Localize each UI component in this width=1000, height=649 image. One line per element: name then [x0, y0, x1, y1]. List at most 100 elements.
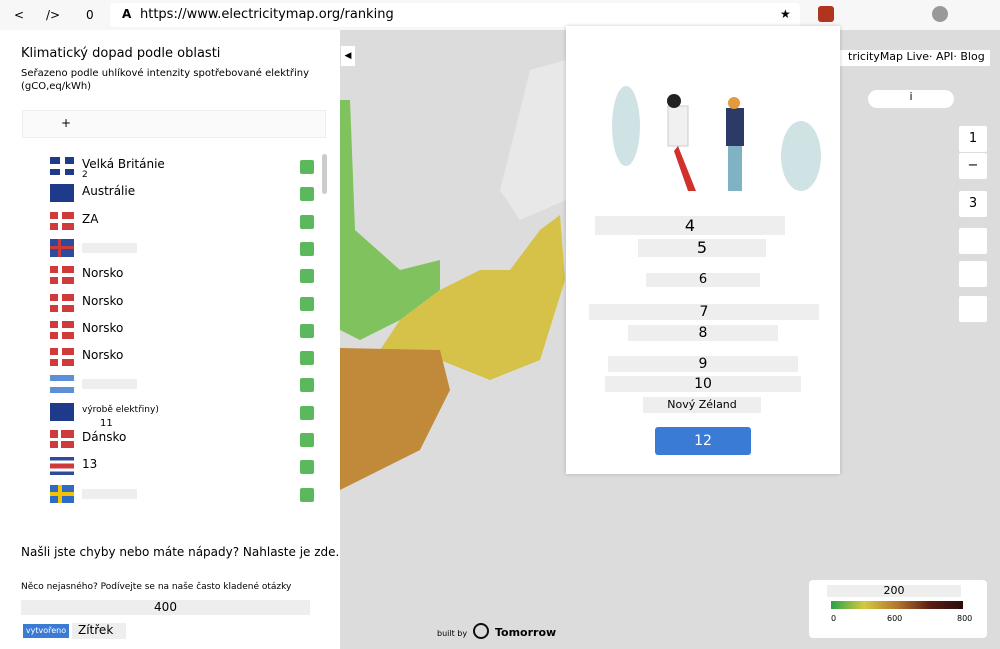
intensity-square — [300, 378, 314, 393]
region-yellow — [380, 215, 565, 380]
map-control[interactable]: 1 — [958, 125, 988, 153]
ranking-row[interactable]: Norsko — [0, 293, 320, 321]
url-box[interactable]: A https://www.electricitymap.org/ranking… — [110, 3, 800, 27]
country-name: Norsko — [82, 320, 124, 335]
region-brown — [340, 348, 450, 490]
flag — [50, 457, 74, 476]
map-toggle[interactable] — [958, 260, 988, 288]
ranking-row[interactable]: výrobě elektřiny) 11 — [0, 402, 320, 430]
placeholder — [82, 488, 137, 499]
ranking-row[interactable]: 13 — [0, 457, 320, 484]
modal: 4 5 6 7 8 9 10 Nový Zéland 12 — [566, 26, 840, 474]
person-legs — [674, 146, 696, 191]
person-head — [728, 97, 740, 109]
intensity-square — [300, 405, 314, 420]
flag — [50, 348, 74, 367]
ranking-row[interactable]: Norsko — [0, 348, 320, 375]
placeholder — [82, 242, 137, 253]
legend-tick: 0 — [831, 614, 837, 623]
placeholder — [82, 379, 137, 390]
flag — [50, 157, 74, 175]
row-value: 2 — [82, 170, 88, 180]
tomorrow-logo — [473, 623, 489, 639]
faq-text[interactable]: Něco nejasného? Podívejte se na naše čas… — [21, 582, 292, 592]
plant — [781, 121, 821, 191]
flag — [50, 320, 74, 339]
modal-line: 9 — [608, 356, 798, 372]
intensity-square — [300, 241, 314, 256]
ranking-row[interactable]: Dánsko — [0, 430, 320, 457]
intensity-square — [300, 433, 314, 447]
map-toggle[interactable] — [958, 295, 988, 323]
person-coat — [667, 105, 689, 147]
ranking-row[interactable] — [0, 238, 320, 266]
credit-name: Tomorrow — [495, 626, 557, 639]
browser-bar: < /> 0 A https://www.electricitymap.org/… — [0, 0, 1000, 31]
profile-icon[interactable] — [932, 6, 948, 22]
ranking-row[interactable]: Austrálie — [0, 184, 320, 211]
modal-button[interactable]: 12 — [655, 427, 751, 455]
country-name: 13 — [82, 457, 98, 472]
tomorrow-link[interactable]: Zítřek — [72, 623, 126, 639]
map-control[interactable]: − — [958, 152, 988, 180]
modal-line: 5 — [638, 239, 766, 257]
extension-icon[interactable] — [818, 6, 834, 22]
plant — [612, 86, 640, 166]
flag — [50, 293, 74, 312]
ranking-row[interactable] — [0, 484, 320, 512]
made-button[interactable]: vytvořeno — [23, 624, 69, 638]
country-name: Austrálie — [82, 184, 136, 199]
ranking-row[interactable]: Norsko — [0, 266, 320, 293]
feedback-text[interactable]: Našli jste chyby nebo máte nápady? Nahla… — [21, 545, 340, 559]
info-button[interactable]: i — [868, 90, 954, 108]
country-name: Dánsko — [82, 430, 127, 444]
legend-gradient — [831, 601, 963, 609]
person-head — [667, 94, 681, 108]
intensity-square — [300, 160, 314, 174]
intensity-square — [300, 269, 314, 284]
modal-line: 10 — [605, 376, 801, 392]
flag — [50, 266, 74, 285]
country-name: Velká Británie — [82, 157, 165, 171]
person-jacket — [726, 108, 744, 146]
country-name: Norsko — [82, 348, 124, 363]
country-name: Norsko — [82, 293, 124, 308]
map-toggle[interactable] — [958, 227, 988, 255]
map-control[interactable]: 3 — [958, 190, 988, 218]
header-links[interactable]: tricityMap Live· API· Blog — [838, 50, 990, 66]
illustration — [612, 86, 821, 191]
legend-title: 200 — [827, 585, 961, 597]
flag — [50, 430, 74, 448]
tabs-button[interactable]: 0 — [86, 8, 94, 22]
bookmark-star[interactable]: ★ — [780, 7, 791, 21]
ranking-row[interactable]: ZA — [0, 211, 320, 239]
ranking-row[interactable]: Norsko — [0, 320, 320, 348]
intensity-square — [300, 351, 314, 366]
row-value: 11 — [100, 417, 113, 429]
ranking-row[interactable] — [0, 375, 320, 402]
code-button[interactable]: /> — [46, 8, 61, 22]
back-button[interactable]: < — [14, 8, 25, 22]
credit-by: built by — [437, 629, 468, 638]
ranking-row[interactable]: Velká Británie 2 — [0, 157, 320, 184]
intensity-square — [300, 214, 314, 229]
modal-line: 4 — [595, 216, 785, 235]
modal-line: 7 — [589, 304, 819, 320]
scrollbar — [322, 154, 327, 194]
intensity-square — [300, 487, 314, 502]
modal-line: 6 — [646, 273, 760, 287]
legend-tick: 800 — [957, 614, 973, 623]
modal-line: Nový Zéland — [643, 397, 761, 413]
flag — [50, 484, 74, 503]
search-box[interactable]: + — [22, 110, 326, 138]
site-icon: A — [122, 7, 132, 21]
intensity-square — [300, 296, 314, 311]
collapse-button[interactable]: ◀ — [341, 46, 355, 66]
flag — [50, 375, 74, 394]
flag — [50, 211, 74, 230]
intensity-square — [300, 460, 314, 475]
count: 400 — [21, 600, 310, 615]
sidebar-title: Klimatický dopad podle oblasti — [21, 46, 221, 61]
person-jeans — [728, 146, 742, 191]
